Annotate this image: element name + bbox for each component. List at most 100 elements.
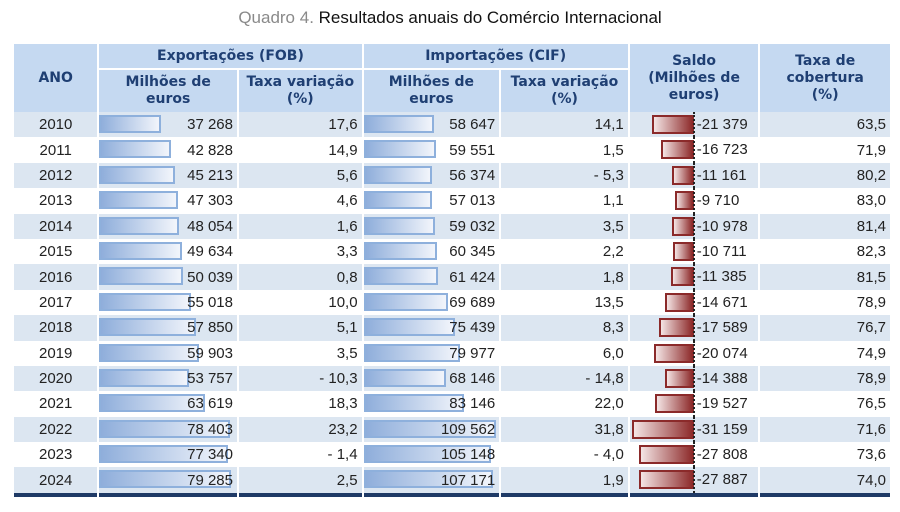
table-row: 2021 63 619 18,3 83 146 22,0 -19 527 76,5: [14, 391, 890, 417]
saldo-axis: [692, 137, 695, 163]
cell-exp-value: 53 757: [99, 365, 237, 392]
saldo-data-bar: [639, 445, 694, 465]
cell-cobertura: 76,7: [760, 315, 890, 341]
cell-exp-rate: 4,6: [336, 192, 358, 210]
cell-ano: 2012: [14, 162, 98, 189]
cell-exp-rate: 17,6: [239, 112, 362, 138]
cell-imp-value: 75 439: [363, 315, 500, 341]
table-row: 2017 55 018 10,0 69 689 13,5 -14 671 78,9: [14, 289, 890, 316]
cell-exp-rate: 0,8: [239, 264, 362, 290]
saldo-data-bar: [672, 216, 694, 236]
header-importacoes: Importações (CIF): [363, 44, 628, 70]
cell-exp-rate: 23,2: [239, 416, 362, 443]
cell-ano: 2023: [39, 446, 73, 464]
table-row: 2010 37 268 17,6 58 647 14,1 -21 379 63,5: [14, 112, 890, 138]
cell-exp-rate: 5,6: [239, 162, 362, 189]
saldo-axis: [692, 442, 695, 468]
cell-saldo: -27 887: [629, 467, 759, 497]
header-exp-taxa: Taxa variação (%): [239, 70, 362, 112]
saldo-data-bar: [672, 241, 694, 261]
table-row: 2019 59 903 3,5 79 977 6,0 -20 074 74,9: [14, 340, 890, 366]
header-ano: ANO: [14, 44, 98, 112]
exp-data-bar: [99, 165, 175, 184]
saldo-axis: [692, 391, 695, 417]
saldo-axis: [692, 188, 695, 214]
cell-cobertura: 78,9: [760, 365, 890, 392]
cell-exp-rate: - 1,4: [327, 446, 358, 464]
cell-imp-rate: 14,1: [501, 112, 628, 138]
saldo-data-bar: [674, 191, 694, 211]
imp-data-bar: [363, 318, 455, 337]
exp-data-bar: [99, 445, 228, 464]
exp-data-bar: [99, 241, 182, 260]
saldo-axis: [692, 112, 695, 138]
cell-ano: 2017: [39, 293, 73, 311]
cell-exp-value: 37 268: [99, 112, 237, 138]
imp-data-bar: [363, 292, 448, 311]
header-saldo: Saldo (Milhões de euros): [629, 44, 759, 112]
table-row: 2024 79 285 2,5 107 171 1,9 -27 887 74,0: [14, 467, 890, 497]
table-number: Quadro 4.: [238, 8, 314, 27]
cell-saldo: -17 589: [629, 315, 759, 341]
table-row: 2011 42 828 14,9 59 551 1,5 -16 723 71,9: [14, 137, 890, 163]
cell-exp-value: 49 634: [99, 239, 237, 264]
exp-data-bar: [99, 191, 178, 210]
header-imp-milhoes: Milhões de euros: [363, 70, 500, 112]
cell-imp-rate: - 4,0: [593, 446, 624, 464]
cell-imp-rate: 31,8: [501, 416, 628, 443]
saldo-data-bar: [660, 140, 694, 160]
cell-exp-value: 57 850: [99, 315, 237, 341]
imp-data-bar: [363, 216, 435, 235]
cell-imp-value: 61 424: [363, 264, 500, 290]
cell-cobertura: 74,0: [760, 467, 890, 497]
table-row: 2020 53 757- 10,3 68 146- 14,8 -14 388 78,9: [14, 365, 890, 392]
exp-data-bar: [99, 115, 162, 133]
cell-cobertura: 73,6: [856, 446, 886, 464]
cell-imp-value: 60 345: [363, 239, 500, 264]
trade-results-table: ANO Exportações (FOB) Importações (CIF) …: [12, 44, 892, 497]
exp-data-bar: [99, 470, 232, 489]
header-exp-milhoes: Milhões de euros: [99, 70, 237, 112]
cell-imp-value: 56 374: [363, 162, 500, 189]
saldo-data-bar: [671, 165, 694, 185]
cell-imp-rate: 3,5: [501, 213, 628, 239]
saldo-data-bar: [655, 394, 694, 414]
cell-cobertura: 71,9: [856, 141, 886, 159]
cell-saldo: -27 808: [630, 442, 759, 468]
cell-exp-value: 78 403: [99, 416, 237, 443]
saldo-axis: [692, 289, 695, 316]
cell-ano: 2013: [39, 192, 73, 210]
cell-saldo: -16 723: [630, 137, 759, 163]
table-row: 2016 50 039 0,8 61 424 1,8 -11 385 81,5: [14, 264, 890, 290]
table-row: 2023 77 340 - 1,4 105 148 - 4,0 -27 808 73,6: [14, 442, 890, 468]
cell-cobertura: 81,4: [760, 213, 890, 239]
exp-data-bar: [99, 343, 199, 362]
cell-ano: 2024: [14, 467, 98, 497]
table-row: 2022 78 403 23,2 109 562 31,8 -31 159 71,6: [14, 416, 890, 443]
cell-exp-rate: 5,1: [239, 315, 362, 341]
saldo-axis: [692, 365, 695, 392]
cell-imp-value: 59 032: [363, 213, 500, 239]
saldo-data-bar: [638, 470, 694, 490]
cell-exp-rate: 3,5: [336, 344, 358, 362]
cell-ano: 2011: [39, 141, 72, 159]
cell-ano: 2014: [14, 213, 98, 239]
saldo-axis: [692, 315, 695, 341]
cell-imp-rate: 13,5: [594, 293, 624, 311]
exp-data-bar: [99, 368, 189, 387]
cell-exp-rate: 2,5: [239, 467, 362, 497]
saldo-axis: [692, 264, 695, 290]
cell-exp-value: 63 619: [99, 391, 237, 416]
cell-imp-rate: 1,8: [501, 264, 628, 290]
cell-imp-value: 59 551: [363, 137, 500, 162]
cell-saldo: -9 710: [630, 188, 759, 214]
header-imp-taxa: Taxa variação (%): [501, 70, 628, 112]
table-row: 2014 48 054 1,6 59 032 3,5 -10 978 81,4: [14, 213, 890, 239]
cell-cobertura: 76,5: [856, 395, 886, 413]
saldo-data-bar: [671, 267, 694, 287]
imp-data-bar: [363, 394, 465, 413]
cell-cobertura: 81,5: [760, 264, 890, 290]
cell-saldo: -21 379: [629, 112, 759, 138]
cell-exp-rate: 14,9: [328, 141, 358, 159]
cell-imp-rate: 2,2: [602, 243, 624, 261]
